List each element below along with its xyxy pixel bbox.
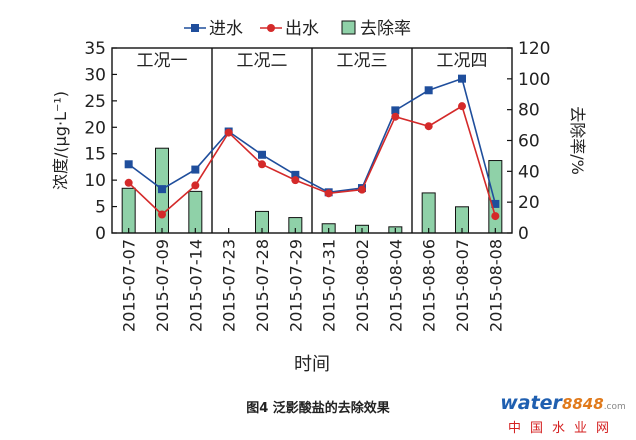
marker-influent (491, 199, 500, 208)
y2-tick-label: 0 (518, 224, 529, 244)
y-tick-label: 0 (95, 224, 106, 244)
line-influent (128, 77, 497, 205)
x-axis-title: 时间 (294, 354, 330, 375)
x-tick-label: 2015-07-31 (320, 239, 339, 332)
y2-tick-label: 120 (518, 39, 550, 59)
marker-influent (391, 106, 400, 115)
bar-removal-rate (121, 187, 136, 234)
marker-influent (158, 185, 166, 194)
x-tick-label: 2015-07-28 (253, 239, 272, 332)
legend-label-removal-rate: 去除率 (360, 19, 411, 39)
marker-effluent (324, 189, 333, 198)
marker-influent (124, 160, 133, 169)
y2-tick-label: 20 (518, 193, 540, 213)
legend-label-influent: 进水 (209, 19, 243, 39)
y-tick-label: 30 (84, 65, 106, 85)
y-tick-label: 20 (84, 118, 106, 138)
y2-tick-label: 100 (518, 70, 550, 90)
watermark-subtitle: 中国水业网 (507, 421, 618, 436)
watermark-logo-num: 8848 (561, 395, 604, 413)
x-tick-label: 2015-08-08 (486, 239, 505, 332)
y-tick-label: 25 (84, 92, 106, 112)
x-tick-label: 2015-07-07 (120, 239, 139, 332)
y-axis-title: 浓度/(μg·L⁻¹) (51, 91, 70, 190)
marker-effluent (224, 128, 233, 137)
bar-removal-rate (488, 160, 503, 234)
x-tick-label: 2015-08-02 (353, 239, 372, 332)
y2-tick-label: 80 (518, 101, 540, 121)
y2-axis-title: 去除率/% (568, 106, 587, 175)
marker-effluent (291, 176, 300, 185)
group-label: 工况一 (137, 51, 188, 71)
legend-swatch-removal-rate (341, 20, 356, 35)
legend-label-effluent: 出水 (285, 19, 319, 39)
marker-effluent (491, 212, 500, 221)
y-tick-label: 35 (84, 39, 106, 59)
marker-effluent (124, 178, 133, 187)
marker-effluent (191, 181, 200, 190)
watermark-logo-domain: .com (603, 402, 626, 412)
x-tick-label: 2015-08-06 (420, 239, 439, 332)
y-tick-label: 5 (95, 198, 106, 218)
y2-tick-label: 60 (518, 132, 540, 152)
x-tick-label: 2015-07-09 (153, 239, 172, 332)
marker-effluent (458, 102, 466, 111)
y-tick-label: 15 (84, 145, 106, 165)
marker-effluent (358, 185, 366, 194)
bar-removal-rate (421, 192, 436, 234)
legend-marker-influent (191, 24, 199, 32)
x-tick-label: 2015-07-14 (186, 239, 205, 332)
marker-influent (191, 165, 200, 174)
group-label: 工况四 (437, 51, 488, 71)
y2-tick-label: 40 (518, 162, 540, 182)
marker-effluent (258, 160, 266, 169)
marker-effluent (158, 210, 166, 219)
x-tick-label: 2015-07-23 (220, 239, 239, 332)
x-tick-label: 2015-07-29 (286, 239, 305, 332)
x-tick-label: 2015-08-07 (453, 239, 472, 332)
legend-marker-effluent (267, 24, 275, 32)
group-label: 工况二 (237, 51, 288, 71)
bar-removal-rate (188, 190, 203, 234)
y-tick-label: 10 (84, 171, 106, 191)
x-tick-label: 2015-08-04 (386, 239, 405, 332)
marker-influent (291, 170, 300, 179)
watermark-logo-main: water (500, 392, 562, 414)
watermark-logo: water8848.com 中国水业网 (498, 392, 628, 438)
marker-effluent (391, 112, 400, 121)
marker-influent (458, 74, 466, 83)
chart: 工况一 工况二 工况三 工况四 0 5 10 15 20 25 30 35 0 20 40 60 80 100 12… (51, 19, 587, 375)
marker-influent (424, 86, 433, 95)
group-label: 工况三 (337, 51, 388, 71)
line-effluent (128, 104, 497, 217)
marker-effluent (424, 122, 433, 131)
marker-influent (258, 150, 266, 159)
figure-caption: 图4 泛影酸盐的去除效果 (246, 401, 390, 416)
